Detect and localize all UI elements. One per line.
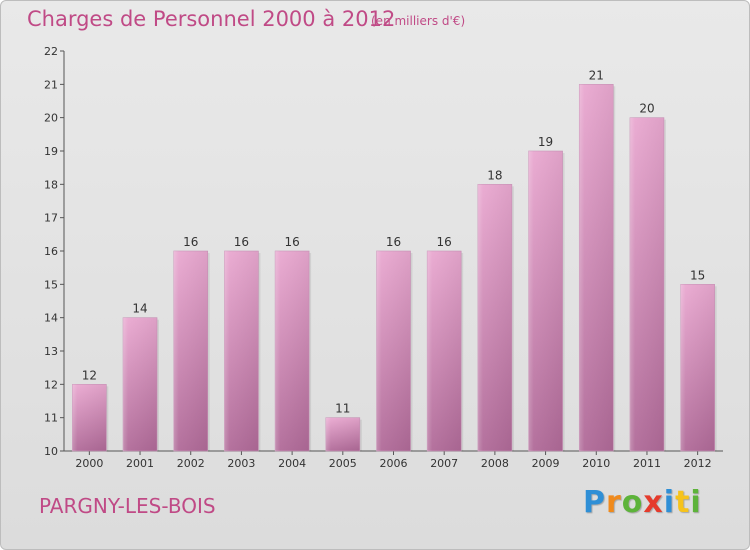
commune-name: PARGNY-LES-BOIS xyxy=(39,494,216,518)
bar-highlight xyxy=(579,84,614,451)
logo-letter: t xyxy=(675,485,691,520)
bar-highlight xyxy=(173,251,208,451)
x-tick-label: 2001 xyxy=(126,457,154,470)
x-tick-label: 2002 xyxy=(177,457,205,470)
y-tick-label: 19 xyxy=(44,145,58,158)
logo-letter: o xyxy=(621,485,644,520)
y-tick-label: 11 xyxy=(44,412,58,425)
y-tick-label: 18 xyxy=(44,178,58,191)
y-tick-label: 21 xyxy=(44,78,58,91)
logo-letter: i xyxy=(663,485,676,520)
y-tick-label: 14 xyxy=(44,312,58,325)
y-tick-label: 13 xyxy=(44,345,58,358)
bar-highlight xyxy=(224,251,259,451)
logo-letter: P xyxy=(583,485,606,520)
x-tick-label: 2005 xyxy=(329,457,357,470)
x-tick-label: 2009 xyxy=(532,457,560,470)
y-tick-label: 17 xyxy=(44,212,58,225)
proxiti-logo: Proxiti xyxy=(583,485,702,520)
chart-title: Charges de Personnel 2000 à 2012 xyxy=(27,7,396,31)
bar-highlight xyxy=(629,117,664,452)
bar-highlight xyxy=(72,384,107,451)
x-tick-label: 2004 xyxy=(278,457,306,470)
bar-value-label: 21 xyxy=(589,68,604,82)
x-tick-label: 2006 xyxy=(380,457,408,470)
y-tick-label: 16 xyxy=(44,245,58,258)
x-tick-label: 2008 xyxy=(481,457,509,470)
bar-value-label: 16 xyxy=(386,235,401,249)
bar-value-label: 16 xyxy=(437,235,452,249)
bar-highlight xyxy=(376,251,411,451)
bar-highlight xyxy=(325,417,360,451)
x-tick-label: 2003 xyxy=(227,457,255,470)
bar-value-label: 16 xyxy=(183,235,198,249)
bar-value-label: 15 xyxy=(690,268,705,282)
y-tick-label: 20 xyxy=(44,112,58,125)
x-tick-label: 2000 xyxy=(75,457,103,470)
bar-value-label: 19 xyxy=(538,135,553,149)
logo-letter: x xyxy=(643,485,664,520)
bar-value-label: 14 xyxy=(132,302,147,316)
bar-value-label: 12 xyxy=(82,368,97,382)
bar-highlight xyxy=(477,184,512,452)
x-tick-label: 2011 xyxy=(633,457,661,470)
x-tick-label: 2012 xyxy=(684,457,712,470)
x-tick-label: 2007 xyxy=(430,457,458,470)
x-tick-label: 2010 xyxy=(582,457,610,470)
y-tick-label: 12 xyxy=(44,378,58,391)
bar-highlight xyxy=(275,251,310,451)
bar-value-label: 18 xyxy=(487,168,502,182)
bar-highlight xyxy=(123,317,158,451)
y-tick-label: 10 xyxy=(44,445,58,458)
logo-letter: i xyxy=(690,485,702,520)
bar-value-label: 16 xyxy=(234,235,249,249)
y-tick-label: 22 xyxy=(44,45,58,58)
y-tick-label: 15 xyxy=(44,278,58,291)
bar-value-label: 20 xyxy=(639,102,654,116)
bar-highlight xyxy=(680,284,715,451)
bar-highlight xyxy=(427,251,462,451)
logo-letter: r xyxy=(606,485,622,520)
bar-value-label: 16 xyxy=(284,235,299,249)
bar-value-label: 11 xyxy=(335,402,350,416)
chart-subtitle: (en milliers d'€) xyxy=(371,14,466,28)
bar-highlight xyxy=(528,151,563,451)
